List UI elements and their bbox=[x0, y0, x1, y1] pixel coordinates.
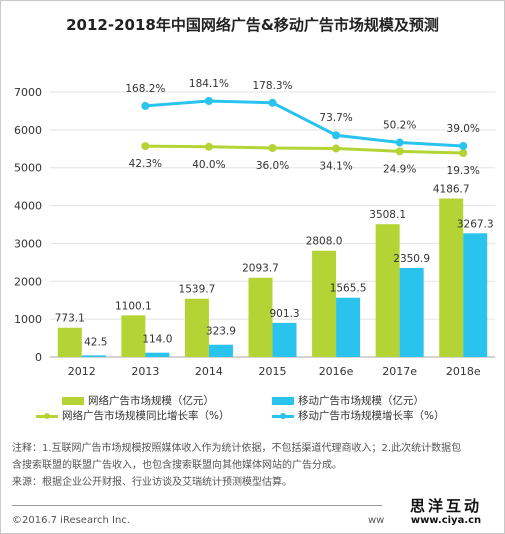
point-mobile-growth bbox=[332, 131, 341, 140]
bar-online-ad-size bbox=[57, 327, 82, 357]
data-label-online-ad-size: 4186.7 bbox=[433, 184, 470, 196]
y-tick-label: 2000 bbox=[14, 275, 42, 288]
point-online-growth bbox=[268, 143, 277, 152]
point-mobile-growth bbox=[141, 101, 150, 110]
data-label-online-ad-size: 1100.1 bbox=[115, 300, 152, 312]
chart-title: 2012-2018年中国网络广告&移动广告市场规模及预测 bbox=[66, 16, 439, 34]
x-tick-label: 2017e bbox=[382, 365, 417, 378]
legend-item-online-ad-size: 网络广告市场规模（亿元） bbox=[62, 393, 214, 408]
x-tick-label: 2018e bbox=[446, 365, 481, 378]
data-label-mobile-growth: 73.7% bbox=[319, 112, 352, 124]
data-label-mobile-growth: 178.3% bbox=[252, 80, 292, 92]
data-label-online-ad-size: 773.1 bbox=[55, 313, 85, 325]
data-label-mobile-ad-size: 3267.3 bbox=[457, 218, 494, 230]
x-tick-label: 2015 bbox=[259, 365, 287, 378]
footer-www-text: ww bbox=[368, 515, 385, 526]
chart-svg: 0 1000 2000 3000 4000 5000 6000 7000 773.1 42.5 20… bbox=[14, 78, 495, 378]
point-online-growth bbox=[459, 149, 468, 157]
legend-item-online-growth: 网络广告市场规模同比增长率（%） bbox=[36, 408, 229, 423]
point-mobile-growth bbox=[459, 142, 468, 150]
watermark-url-text: www.ciya.cn bbox=[410, 515, 482, 526]
legend-label-online-growth: 网络广告市场规模同比增长率（%） bbox=[62, 410, 230, 422]
data-label-online-growth: 24.9% bbox=[383, 163, 416, 175]
data-label-mobile-ad-size: 42.5 bbox=[84, 336, 107, 348]
note-line-1: 注释：1.互联网广告市场规模按照媒体收入作为统计依据，不包括渠道代理商收入；2.… bbox=[12, 443, 462, 454]
watermark-cn-text: 思洋互动 bbox=[409, 497, 482, 515]
bar-mobile-ad-size bbox=[145, 352, 170, 357]
legend-label-online-ad-size: 网络广告市场规模（亿元） bbox=[88, 395, 214, 407]
legend-label-mobile-growth: 移动广告市场规模增长率（%） bbox=[298, 410, 445, 422]
point-mobile-growth bbox=[395, 138, 404, 147]
y-tick-label: 6000 bbox=[14, 124, 42, 137]
data-label-online-growth: 34.1% bbox=[319, 161, 352, 173]
bar-mobile-ad-size bbox=[336, 297, 361, 357]
bar-mobile-ad-size bbox=[399, 268, 424, 357]
y-tick-label: 0 bbox=[35, 351, 42, 364]
x-tick-label: 2014 bbox=[195, 365, 223, 378]
bar-online-ad-size bbox=[121, 315, 146, 357]
y-tick-label: 4000 bbox=[14, 200, 42, 213]
data-label-mobile-growth: 168.2% bbox=[125, 83, 165, 95]
data-label-mobile-ad-size: 114.0 bbox=[142, 334, 172, 346]
bar-online-ad-size bbox=[312, 250, 337, 357]
bar-mobile-ad-size bbox=[81, 355, 106, 357]
data-label-online-growth: 36.0% bbox=[256, 160, 289, 172]
watermark-logo: 思洋互动 www.ciya.cn bbox=[396, 497, 496, 527]
data-label-mobile-growth: 184.1% bbox=[189, 78, 229, 90]
bar-online-ad-size bbox=[375, 224, 400, 357]
data-label-mobile-ad-size: 1565.5 bbox=[330, 283, 367, 295]
point-mobile-growth bbox=[204, 97, 213, 105]
data-label-mobile-growth: 39.0% bbox=[447, 123, 480, 135]
point-mobile-growth bbox=[268, 98, 277, 107]
data-label-mobile-ad-size: 2350.9 bbox=[393, 253, 430, 265]
data-label-online-ad-size: 2093.7 bbox=[242, 263, 279, 275]
data-label-online-growth: 40.0% bbox=[192, 159, 225, 171]
data-label-online-ad-size: 1539.7 bbox=[179, 284, 216, 296]
legend-swatch-mobile-bar bbox=[272, 396, 294, 405]
y-tick-label: 7000 bbox=[14, 86, 42, 99]
y-tick-label: 1000 bbox=[14, 313, 42, 326]
legend-swatch-online-line bbox=[36, 412, 58, 420]
data-label-online-ad-size: 3508.1 bbox=[369, 209, 406, 221]
notes-block: 注释：1.互联网广告市场规模按照媒体收入作为统计依据，不包括渠道代理商收入；2.… bbox=[12, 440, 494, 491]
data-label-online-growth: 42.3% bbox=[129, 158, 162, 170]
line-mobile-growth bbox=[145, 99, 464, 148]
data-label-mobile-ad-size: 901.3 bbox=[269, 308, 299, 320]
point-online-growth bbox=[141, 142, 150, 151]
x-tick-label: 2012 bbox=[68, 365, 96, 378]
source-line: 来源：根据企业公开财报、行业访谈及艾瑞统计预测模型估算。 bbox=[12, 477, 292, 488]
bar-online-ad-size bbox=[439, 198, 464, 357]
x-tick-label: 2016e bbox=[319, 365, 354, 378]
point-online-growth bbox=[395, 147, 404, 156]
y-tick-label: 5000 bbox=[14, 162, 42, 175]
footer-divider bbox=[12, 505, 382, 506]
legend-swatch-online-bar bbox=[62, 396, 84, 405]
note-line-2: 含搜索联盟的联盟广告收入，也包含搜索联盟向其他媒体网站的广告分成。 bbox=[12, 460, 342, 471]
y-tick-label: 3000 bbox=[14, 237, 42, 250]
data-label-online-growth: 19.3% bbox=[447, 165, 480, 177]
point-online-growth bbox=[204, 142, 213, 151]
legend-item-mobile-growth: 移动广告市场规模增长率（%） bbox=[272, 408, 444, 423]
bar-online-ad-size bbox=[248, 277, 273, 357]
point-online-growth bbox=[332, 144, 341, 153]
line-online-growth bbox=[145, 144, 464, 155]
bar-online-ad-size bbox=[184, 298, 209, 357]
bar-mobile-ad-size bbox=[208, 344, 233, 357]
bar-mobile-ad-size bbox=[463, 233, 488, 357]
legend-swatch-mobile-line bbox=[272, 412, 294, 420]
copyright-text: ©2016.7 iResearch Inc. bbox=[12, 515, 130, 526]
legend-label-mobile-ad-size: 移动广告市场规模（亿元） bbox=[298, 395, 424, 407]
x-tick-label: 2013 bbox=[131, 365, 159, 378]
data-label-mobile-ad-size: 323.9 bbox=[206, 326, 236, 338]
data-label-mobile-growth: 50.2% bbox=[383, 120, 416, 132]
bar-mobile-ad-size bbox=[272, 322, 297, 357]
data-label-online-ad-size: 2808.0 bbox=[306, 236, 343, 248]
legend-item-mobile-ad-size: 移动广告市场规模（亿元） bbox=[272, 393, 424, 408]
